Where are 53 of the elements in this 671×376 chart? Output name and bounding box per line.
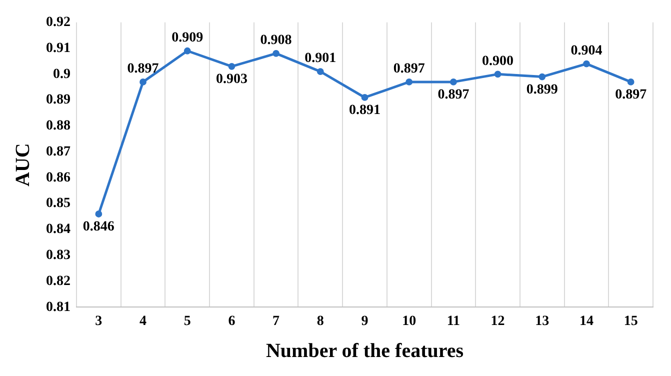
y-tick-label: 0.89: [46, 92, 70, 108]
point: [583, 60, 590, 68]
x-tick-label: 13: [535, 314, 550, 330]
y-tick-label: 0.83: [46, 248, 70, 264]
point: [184, 47, 191, 54]
x-tick-label: 7: [272, 314, 280, 330]
data-label: 0.897: [615, 88, 647, 103]
x-tick-label: 8: [316, 314, 324, 330]
y-tick-label: 0.86: [46, 170, 70, 186]
data-label: 0.897: [393, 62, 425, 77]
point: [272, 50, 280, 57]
x-tick-label: 9: [361, 314, 368, 330]
point: [228, 62, 236, 70]
y-axis-title: AUC: [12, 143, 34, 186]
data-label: 0.897: [438, 88, 470, 103]
data-label: 0.900: [482, 54, 514, 69]
data-label: 0.891: [349, 103, 380, 118]
x-tick-label: 5: [184, 314, 191, 330]
y-tick-label: 0.84: [46, 222, 70, 238]
point: [95, 210, 102, 218]
point: [538, 73, 546, 80]
x-tick-label: 11: [446, 314, 460, 330]
data-label: 0.897: [127, 62, 159, 77]
y-tick-label: 0.82: [46, 274, 70, 289]
data-label: 0.903: [216, 72, 248, 88]
x-tick-label: 4: [140, 314, 147, 330]
y-tick-label: 0.85: [46, 196, 70, 212]
point: [627, 78, 634, 86]
data-label: 0.846: [82, 220, 114, 235]
y-tick-label: 0.81: [46, 300, 70, 315]
y-tick-label: 0.91: [46, 40, 70, 56]
data-label: 0.904: [570, 43, 602, 58]
point: [450, 78, 457, 86]
x-tick-label: 15: [624, 314, 638, 330]
x-axis-title: Number of the features: [266, 340, 464, 362]
data-label: 0.909: [172, 30, 204, 46]
x-tick-label: 12: [490, 314, 505, 330]
point: [361, 94, 368, 101]
point: [494, 70, 502, 78]
y-tick-label: 0.92: [46, 15, 70, 30]
x-tick-label: 14: [579, 314, 594, 330]
point: [140, 78, 146, 86]
point: [316, 68, 324, 76]
point: [406, 78, 413, 86]
data-label: 0.908: [260, 33, 292, 48]
x-tick-label: 6: [228, 314, 236, 330]
y-tick-label: 0.9: [53, 66, 70, 82]
x-tick-label: 10: [402, 314, 416, 330]
y-tick-label: 0.88: [46, 118, 70, 134]
x-tick-label: 3: [95, 314, 102, 330]
data-label: 0.899: [526, 82, 558, 98]
data-label: 0.901: [304, 51, 336, 66]
y-tick-label: 0.87: [46, 144, 70, 160]
